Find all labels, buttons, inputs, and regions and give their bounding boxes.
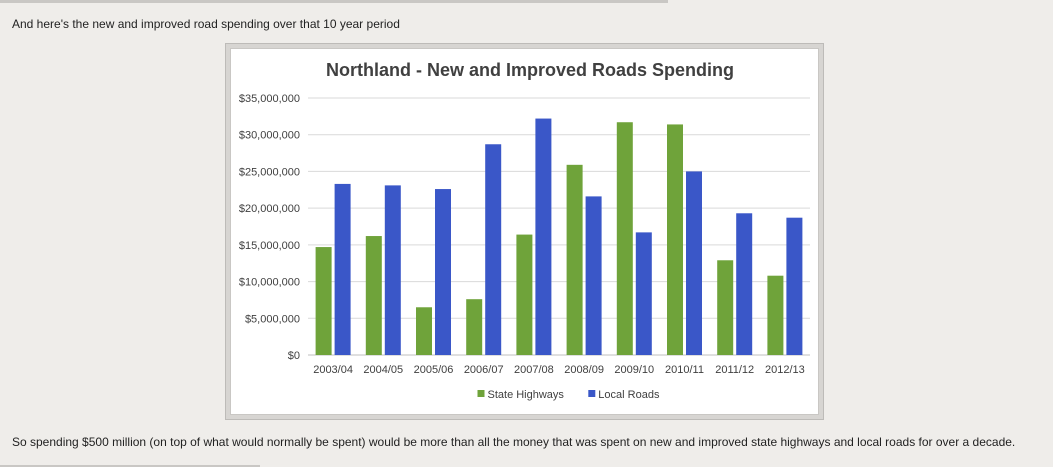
top-divider bbox=[0, 0, 668, 3]
legend: State Highways Local Roads bbox=[477, 389, 660, 401]
bar-local-roads bbox=[535, 118, 552, 355]
x-tick-label: 2003/04 bbox=[313, 364, 353, 376]
bar-chart: Northland - New and Improved Roads Spend… bbox=[239, 60, 810, 401]
legend-label: State Highways bbox=[488, 389, 565, 401]
x-axis-ticks: 2003/04 2004/05 2005/06 2006/07 2007/08 2008/… bbox=[313, 364, 805, 376]
legend-swatch bbox=[477, 390, 485, 397]
bar-state-highways bbox=[566, 164, 583, 355]
bar-state-highways bbox=[315, 247, 332, 355]
chart-frame: Northland - New and Improved Roads Spend… bbox=[225, 43, 824, 420]
bar-local-roads bbox=[736, 213, 753, 355]
bar-local-roads bbox=[585, 196, 602, 355]
x-tick-label: 2011/12 bbox=[715, 364, 754, 376]
y-tick-label: $20,000,000 bbox=[239, 203, 300, 215]
y-axis-ticks: $0 $5,000,000 $10,000,000 $15,000,000 $20,00… bbox=[239, 93, 300, 362]
bar-local-roads bbox=[786, 217, 803, 355]
legend-swatch bbox=[588, 390, 596, 397]
y-tick-label: $35,000,000 bbox=[239, 93, 300, 105]
bar-local-roads bbox=[334, 183, 351, 355]
bar-local-roads bbox=[435, 189, 451, 355]
bar-local-roads bbox=[635, 232, 652, 355]
x-tick-label: 2008/09 bbox=[564, 364, 604, 376]
y-tick-label: $5,000,000 bbox=[245, 313, 300, 325]
y-tick-label: $30,000,000 bbox=[239, 130, 300, 142]
bar-state-highways bbox=[516, 234, 533, 355]
bars bbox=[315, 118, 803, 355]
bar-state-highways bbox=[416, 307, 432, 355]
bar-local-roads bbox=[384, 185, 401, 355]
bottom-divider bbox=[0, 465, 260, 467]
gridlines bbox=[308, 97, 810, 356]
outro-text: So spending $500 million (on top of what… bbox=[12, 435, 1016, 449]
x-tick-label: 2010/11 bbox=[665, 364, 704, 376]
x-tick-label: 2006/07 bbox=[464, 364, 504, 376]
bar-state-highways bbox=[365, 236, 382, 355]
x-tick-label: 2005/06 bbox=[414, 364, 454, 376]
y-tick-label: $10,000,000 bbox=[239, 277, 300, 289]
y-tick-label: $25,000,000 bbox=[239, 166, 300, 178]
bar-state-highways bbox=[667, 124, 683, 355]
x-tick-label: 2007/08 bbox=[514, 364, 554, 376]
x-tick-label: 2009/10 bbox=[614, 364, 654, 376]
chart-title: Northland - New and Improved Roads Spend… bbox=[326, 60, 734, 80]
bar-state-highways bbox=[616, 122, 633, 355]
bar-state-highways bbox=[466, 299, 483, 355]
bar-state-highways bbox=[717, 260, 734, 355]
x-tick-label: 2012/13 bbox=[765, 364, 805, 376]
x-tick-label: 2004/05 bbox=[363, 364, 403, 376]
y-tick-label: $15,000,000 bbox=[239, 240, 300, 252]
intro-text: And here's the new and improved road spe… bbox=[12, 17, 400, 31]
bar-state-highways bbox=[767, 275, 784, 355]
bar-local-roads bbox=[686, 171, 702, 355]
legend-label: Local Roads bbox=[598, 389, 660, 401]
bar-local-roads bbox=[485, 144, 502, 355]
chart-area: Northland - New and Improved Roads Spend… bbox=[230, 48, 819, 415]
y-tick-label: $0 bbox=[288, 350, 300, 362]
